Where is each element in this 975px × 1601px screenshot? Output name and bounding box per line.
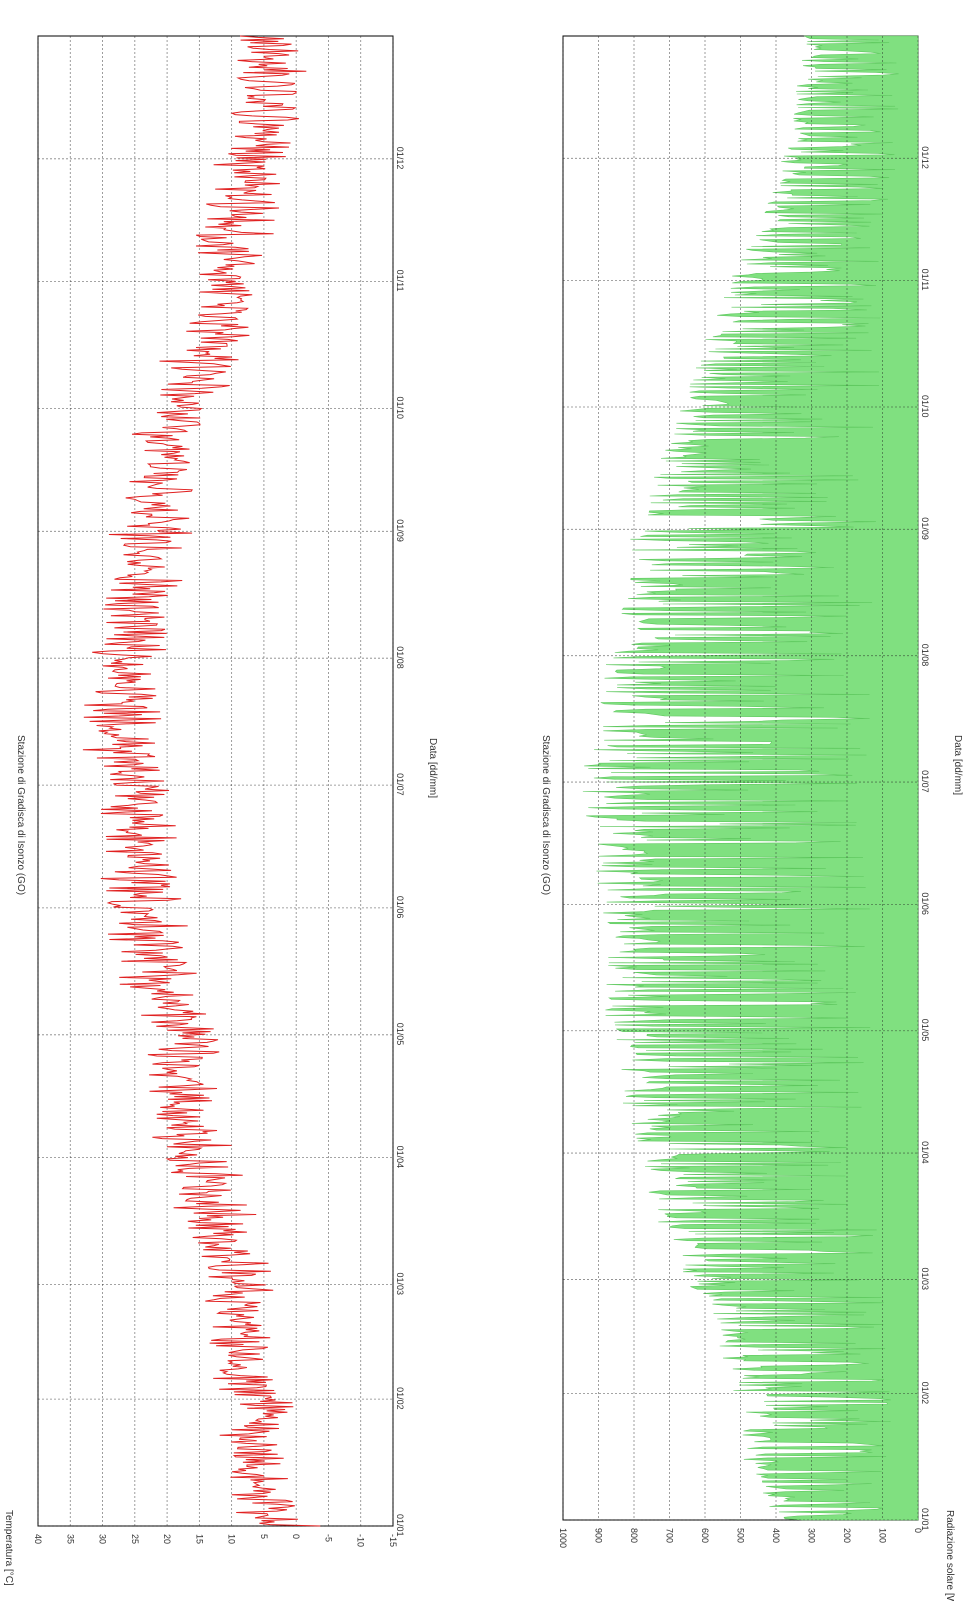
value-tick-label: -10 bbox=[356, 1534, 366, 1547]
value-tick-label: 700 bbox=[665, 1528, 675, 1543]
solar-ticks: 0 100 200 300 400 500 600 700 800 900 1000 01/01 01/… bbox=[558, 146, 930, 1548]
date-tick-label: 01/11 bbox=[395, 270, 405, 292]
value-tick-label: 25 bbox=[130, 1534, 140, 1544]
value-tick-label: -5 bbox=[323, 1534, 333, 1542]
value-tick-label: 400 bbox=[771, 1528, 781, 1543]
date-tick-label: 01/03 bbox=[395, 1272, 405, 1295]
value-tick-label: 10 bbox=[227, 1534, 237, 1544]
date-tick-label: 01/05 bbox=[395, 1023, 405, 1046]
value-tick-label: 35 bbox=[65, 1534, 75, 1544]
value-tick-label: -15 bbox=[388, 1534, 398, 1547]
temperature-series-line bbox=[82, 35, 321, 1527]
date-tick-label: 01/06 bbox=[395, 896, 405, 919]
date-tick-label: 01/02 bbox=[920, 1382, 930, 1405]
temperature-plot-frame bbox=[37, 35, 394, 1527]
temperature-x-axis-title: Data [dd/mm] bbox=[427, 738, 438, 798]
date-tick-label: 01/10 bbox=[395, 397, 405, 420]
temperature-y-axis-title: Temperatura [°C] bbox=[3, 1510, 14, 1586]
value-tick-label: 800 bbox=[629, 1528, 639, 1543]
date-tick-label: 01/07 bbox=[395, 773, 405, 796]
solar-chart-title: Stazione di Gradisca di Isonzo (GO) bbox=[540, 735, 551, 895]
date-tick-label: 01/10 bbox=[920, 395, 930, 418]
value-tick-label: 15 bbox=[194, 1534, 204, 1544]
value-tick-label: 900 bbox=[594, 1528, 604, 1543]
solar-x-axis-title: Data [dd/mm] bbox=[952, 735, 963, 795]
value-tick-label: 30 bbox=[98, 1534, 108, 1544]
date-tick-label: 01/09 bbox=[920, 517, 930, 540]
value-tick-label: 100 bbox=[878, 1528, 888, 1543]
solar-y-axis-title: Radiazione solare [W/m²] bbox=[944, 1510, 955, 1601]
solar-radiation-chart: 0 100 200 300 400 500 600 700 800 900 1000 01/01 01/… bbox=[540, 35, 963, 1601]
temperature-ticks: -15 -10 -5 0 5 10 15 20 25 30 35 40 01/01 01/02 01/03 0… bbox=[33, 147, 405, 1547]
value-tick-label: 500 bbox=[736, 1528, 746, 1543]
date-tick-label: 01/01 bbox=[920, 1508, 930, 1531]
date-tick-label: 01/12 bbox=[920, 146, 930, 169]
value-tick-label: 5 bbox=[259, 1534, 269, 1539]
date-tick-label: 01/02 bbox=[395, 1387, 405, 1410]
date-tick-label: 01/07 bbox=[920, 770, 930, 793]
value-tick-label: 0 bbox=[291, 1534, 301, 1539]
date-tick-label: 01/11 bbox=[920, 269, 930, 291]
temperature-chart-title: Stazione di Gradisca di Isonzo (GO) bbox=[15, 735, 26, 895]
value-tick-label: 20 bbox=[162, 1534, 172, 1544]
date-tick-label: 01/06 bbox=[920, 892, 930, 915]
solar-radiation-series-area bbox=[582, 35, 919, 1521]
solar-grid bbox=[562, 36, 919, 1521]
date-tick-label: 01/05 bbox=[920, 1019, 930, 1042]
date-tick-label: 01/08 bbox=[395, 646, 405, 669]
date-tick-label: 01/09 bbox=[395, 519, 405, 542]
date-tick-label: 01/04 bbox=[920, 1141, 930, 1164]
date-tick-label: 01/03 bbox=[920, 1267, 930, 1290]
temperature-chart: -15 -10 -5 0 5 10 15 20 25 30 35 40 01/01 01/02 01/03 0… bbox=[3, 35, 438, 1586]
value-tick-label: 1000 bbox=[558, 1528, 568, 1548]
value-tick-label: 600 bbox=[700, 1528, 710, 1543]
date-tick-label: 01/01 bbox=[395, 1514, 405, 1537]
value-tick-label: 200 bbox=[842, 1528, 852, 1543]
value-tick-label: 40 bbox=[33, 1534, 43, 1544]
date-tick-label: 01/08 bbox=[920, 644, 930, 667]
value-tick-label: 300 bbox=[807, 1528, 817, 1543]
date-tick-label: 01/04 bbox=[395, 1146, 405, 1169]
value-tick-label: 0 bbox=[913, 1528, 923, 1533]
date-tick-label: 01/12 bbox=[395, 147, 405, 170]
